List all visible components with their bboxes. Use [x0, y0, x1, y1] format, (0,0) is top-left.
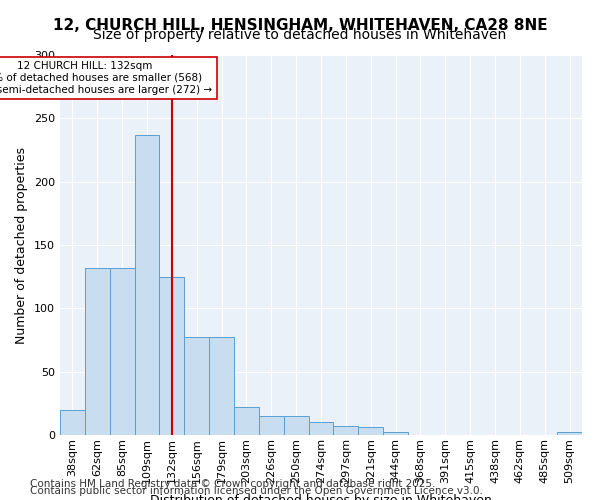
- Text: Contains public sector information licensed under the Open Government Licence v3: Contains public sector information licen…: [30, 486, 483, 496]
- Y-axis label: Number of detached properties: Number of detached properties: [16, 146, 28, 344]
- Bar: [259, 416, 284, 435]
- Bar: [209, 338, 234, 435]
- Bar: [184, 338, 209, 435]
- Bar: [383, 432, 408, 435]
- Bar: [557, 432, 582, 435]
- Bar: [60, 410, 85, 435]
- Text: 12, CHURCH HILL, HENSINGHAM, WHITEHAVEN, CA28 8NE: 12, CHURCH HILL, HENSINGHAM, WHITEHAVEN,…: [53, 18, 547, 32]
- Bar: [334, 426, 358, 435]
- Text: Contains HM Land Registry data © Crown copyright and database right 2025.: Contains HM Land Registry data © Crown c…: [30, 479, 436, 489]
- Bar: [85, 268, 110, 435]
- Text: Size of property relative to detached houses in Whitehaven: Size of property relative to detached ho…: [94, 28, 506, 42]
- Bar: [234, 407, 259, 435]
- Bar: [308, 422, 334, 435]
- Bar: [284, 416, 308, 435]
- Bar: [160, 276, 184, 435]
- Bar: [134, 135, 160, 435]
- Bar: [110, 268, 134, 435]
- Bar: [358, 428, 383, 435]
- Text: 12 CHURCH HILL: 132sqm
← 67% of detached houses are smaller (568)
32% of semi-de: 12 CHURCH HILL: 132sqm ← 67% of detached…: [0, 62, 212, 94]
- X-axis label: Distribution of detached houses by size in Whitehaven: Distribution of detached houses by size …: [150, 494, 492, 500]
